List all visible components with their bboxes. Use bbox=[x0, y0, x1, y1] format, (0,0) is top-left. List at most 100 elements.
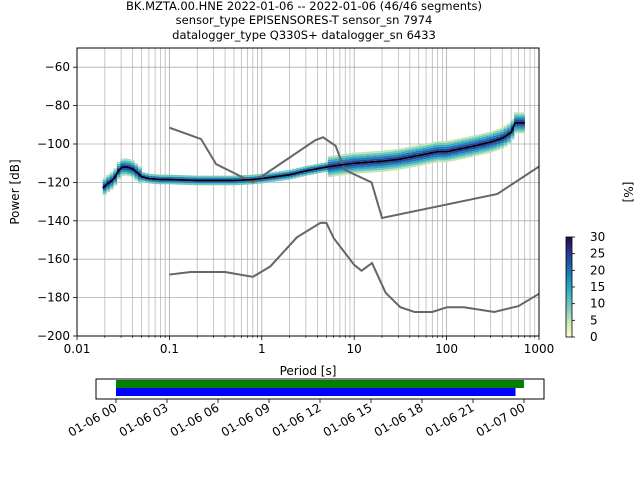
density-cell bbox=[450, 141, 455, 144]
density-cell bbox=[503, 133, 508, 136]
density-cell bbox=[457, 146, 462, 149]
density-cell bbox=[377, 156, 381, 159]
density-cell bbox=[341, 173, 346, 176]
density-cell bbox=[289, 169, 293, 172]
density-cell bbox=[496, 136, 501, 139]
density-cell bbox=[359, 152, 364, 155]
density-cell bbox=[415, 152, 420, 155]
density-cell bbox=[194, 183, 198, 186]
density-cell bbox=[401, 163, 406, 166]
title-line-3: datalogger_type Q330S+ datalogger_sn 643… bbox=[172, 28, 436, 42]
density-cell bbox=[496, 146, 501, 149]
density-cell bbox=[369, 155, 374, 158]
density-cell bbox=[387, 151, 392, 154]
density-cell bbox=[422, 157, 427, 160]
density-cell bbox=[391, 153, 395, 156]
y-axis-label: Power [dB] bbox=[8, 159, 22, 224]
density-cell bbox=[380, 169, 385, 172]
density-cell bbox=[169, 182, 174, 185]
density-cell bbox=[120, 160, 125, 163]
density-cell bbox=[123, 162, 128, 165]
density-cell bbox=[257, 179, 262, 182]
density-cell bbox=[394, 168, 399, 171]
density-cell bbox=[282, 178, 286, 181]
density-cell bbox=[282, 176, 286, 179]
density-cell bbox=[331, 174, 336, 177]
density-cell bbox=[134, 172, 139, 175]
density-cell bbox=[419, 161, 424, 164]
density-cell bbox=[503, 141, 508, 143]
density-cell bbox=[296, 175, 300, 178]
density-cell bbox=[215, 175, 220, 178]
density-cell bbox=[366, 151, 371, 154]
density-cell bbox=[384, 161, 388, 164]
density-cell bbox=[166, 182, 170, 185]
density-cell bbox=[478, 135, 483, 138]
density-cell bbox=[500, 143, 504, 146]
density-cell bbox=[176, 176, 181, 179]
density-cell bbox=[366, 167, 371, 169]
density-cell bbox=[278, 178, 283, 181]
density-cell bbox=[127, 162, 132, 165]
density-cell bbox=[366, 159, 371, 162]
density-cell bbox=[415, 145, 420, 148]
density-cell bbox=[355, 171, 360, 174]
density-cell bbox=[507, 138, 511, 141]
density-cell bbox=[345, 159, 350, 162]
density-cell bbox=[500, 129, 504, 132]
density-cell bbox=[236, 175, 241, 178]
density-cell bbox=[521, 120, 525, 122]
density-cell bbox=[264, 178, 269, 181]
density-cell bbox=[405, 154, 409, 157]
density-cell bbox=[475, 148, 480, 151]
density-cell bbox=[486, 132, 490, 135]
density-cell bbox=[232, 181, 237, 184]
density-cell bbox=[345, 155, 350, 158]
density-cell bbox=[352, 164, 357, 167]
density-cell bbox=[482, 140, 487, 143]
density-cell bbox=[464, 156, 469, 159]
density-cell bbox=[331, 167, 336, 169]
density-cell bbox=[362, 159, 367, 162]
density-cell bbox=[204, 177, 209, 180]
density-cell bbox=[429, 161, 434, 164]
density-cell bbox=[471, 143, 476, 146]
colorbar-tick-label: 30 bbox=[590, 230, 605, 244]
density-cell bbox=[426, 158, 431, 161]
density-cell bbox=[362, 167, 367, 170]
density-cell bbox=[401, 155, 406, 158]
density-cell bbox=[327, 159, 332, 162]
density-cell bbox=[464, 154, 469, 157]
density-cell bbox=[123, 160, 128, 163]
density-cell bbox=[384, 157, 388, 160]
density-cell bbox=[289, 177, 293, 180]
density-cell bbox=[384, 150, 388, 153]
density-cell bbox=[454, 150, 459, 153]
density-cell bbox=[317, 163, 322, 166]
density-cell bbox=[229, 181, 234, 184]
density-cell bbox=[355, 156, 360, 159]
density-cell bbox=[201, 181, 206, 184]
density-cell bbox=[144, 175, 149, 178]
density-cell bbox=[331, 170, 336, 173]
density-cell bbox=[109, 185, 114, 188]
density-cell bbox=[464, 148, 469, 151]
density-cell bbox=[109, 187, 114, 190]
density-cell bbox=[120, 174, 125, 176]
density-cell bbox=[377, 158, 381, 161]
density-cell bbox=[190, 183, 195, 186]
density-cell bbox=[517, 131, 522, 134]
density-cell bbox=[461, 154, 466, 157]
density-cell bbox=[433, 143, 438, 146]
x-axis-ticks: 0.01 0.1 1 10 100 1000 bbox=[64, 336, 554, 356]
density-cell bbox=[169, 180, 174, 183]
density-cell bbox=[151, 181, 156, 184]
colorbar-tick-label: 20 bbox=[590, 263, 605, 277]
density-cell bbox=[486, 137, 490, 140]
density-cell bbox=[507, 134, 511, 137]
density-cell bbox=[197, 181, 202, 184]
density-cell bbox=[496, 142, 501, 145]
grid bbox=[76, 48, 539, 337]
density-cell bbox=[471, 137, 476, 140]
y-tick-label: −60 bbox=[45, 60, 70, 74]
